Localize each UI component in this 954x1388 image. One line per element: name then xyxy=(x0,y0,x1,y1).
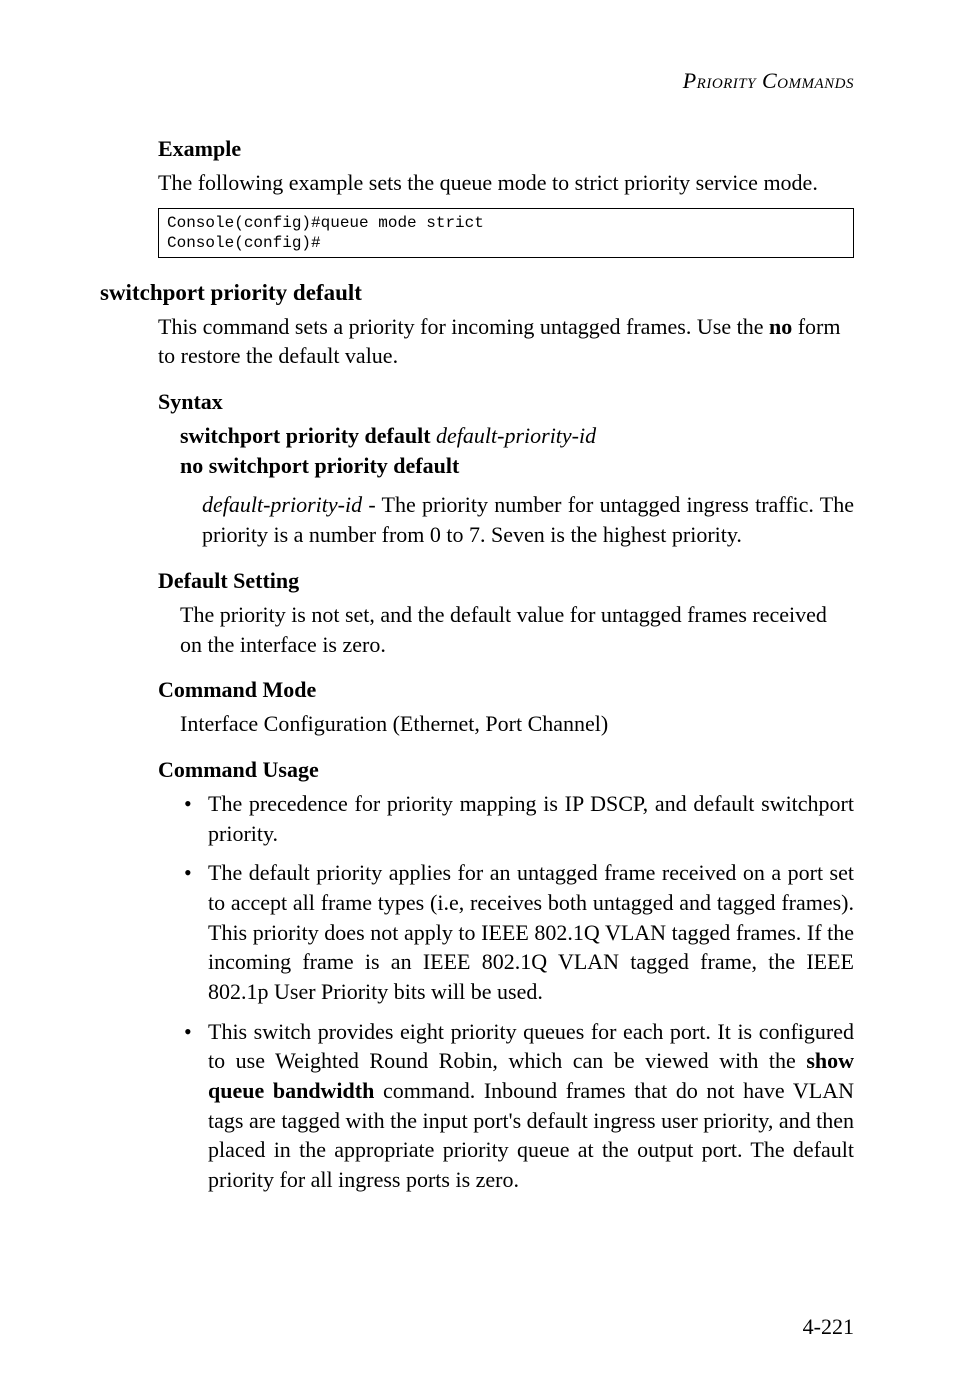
default-setting-body: The priority is not set, and the default… xyxy=(180,600,854,659)
command-description: This command sets a priority for incomin… xyxy=(158,312,854,371)
page-number: 4-221 xyxy=(803,1314,854,1340)
syntax-param-ital: default-priority-id xyxy=(202,492,362,517)
syntax-line1-bold: switchport priority default xyxy=(180,423,436,448)
command-usage-heading: Command Usage xyxy=(158,757,854,783)
command-usage-bullets: The precedence for priority mapping is I… xyxy=(180,789,854,1195)
syntax-heading: Syntax xyxy=(158,389,854,415)
command-title: switchport priority default xyxy=(100,280,854,306)
cmd-desc-pre: This command sets a priority for incomin… xyxy=(158,314,769,339)
list-item: The precedence for priority mapping is I… xyxy=(180,789,854,848)
example-heading: Example xyxy=(158,136,854,162)
running-head: Priority Commands xyxy=(100,68,854,94)
command-mode-body: Interface Configuration (Ethernet, Port … xyxy=(180,709,854,739)
list-item: The default priority applies for an unta… xyxy=(180,858,854,1006)
bullet-text: The precedence for priority mapping is I… xyxy=(208,791,854,846)
command-mode-heading: Command Mode xyxy=(158,677,854,703)
page-content: Priority Commands Example The following … xyxy=(0,0,954,1269)
syntax-lines: switchport priority default default-prio… xyxy=(180,421,854,480)
cmd-desc-bold: no xyxy=(769,314,792,339)
bullet-text: The default priority applies for an unta… xyxy=(208,860,854,1004)
bullet-text-pre: This switch provides eight priority queu… xyxy=(208,1019,854,1074)
syntax-line2-bold: no switchport priority default xyxy=(180,453,459,478)
example-code: Console(config)#queue mode strict Consol… xyxy=(158,208,854,258)
example-intro: The following example sets the queue mod… xyxy=(158,168,854,198)
syntax-param: default-priority-id - The priority numbe… xyxy=(202,490,854,549)
running-head-text: Priority Commands xyxy=(683,68,854,93)
list-item: This switch provides eight priority queu… xyxy=(180,1017,854,1195)
syntax-line1-ital: default-priority-id xyxy=(436,423,596,448)
default-setting-heading: Default Setting xyxy=(158,568,854,594)
